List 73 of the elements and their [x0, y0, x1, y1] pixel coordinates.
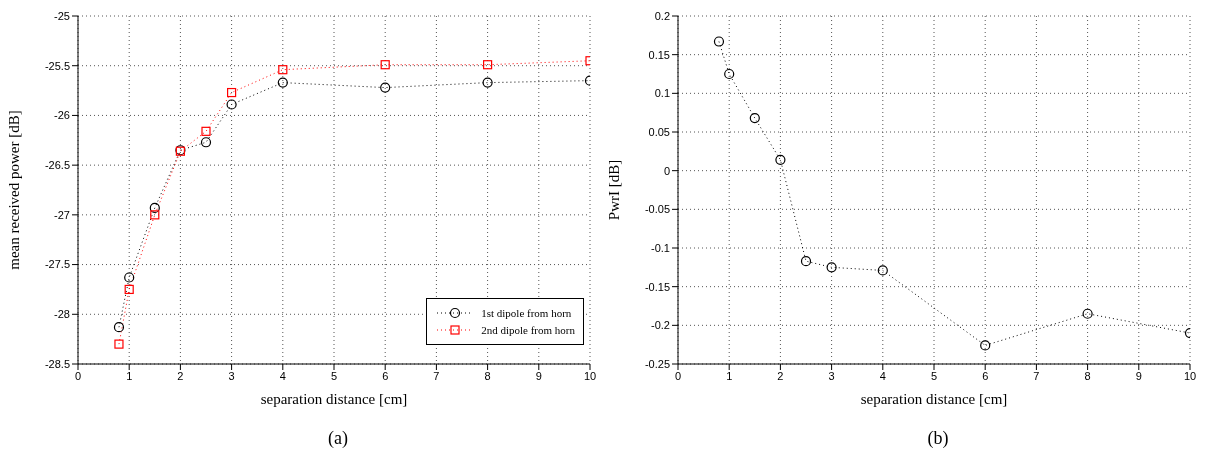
y-tick-label: -25	[54, 9, 70, 22]
x-tick-label: 3	[228, 369, 235, 382]
y-tick-label: 0.1	[654, 87, 670, 100]
y-tick-label: -0.2	[651, 319, 670, 332]
x-tick-label: 1	[126, 369, 133, 382]
point	[980, 340, 991, 351]
y-tick-label: -0.25	[644, 357, 670, 370]
point	[227, 87, 237, 98]
x-tick-label: 5	[330, 369, 338, 382]
x-axis-title: separation distance [cm]	[860, 391, 1008, 407]
x-tick-label: 9	[1135, 369, 1142, 382]
point	[149, 202, 160, 213]
text: (b)	[926, 428, 950, 449]
point	[201, 126, 211, 136]
x-tick-label: 5	[930, 369, 938, 382]
x-tick-label: 6	[982, 369, 989, 382]
y-axis-title: mean received power [dB]	[6, 110, 23, 270]
x-tick-label: 8	[484, 369, 491, 382]
y-tick-label: -27.5	[44, 258, 70, 271]
point	[724, 68, 735, 80]
point	[150, 210, 160, 220]
point	[483, 60, 493, 70]
y-tick-label: 0	[663, 164, 670, 177]
x-tick-label: 10	[583, 369, 597, 382]
point	[749, 112, 760, 124]
x-tick-label: 1	[726, 369, 733, 382]
x-tick-label: 3	[828, 369, 835, 382]
point	[226, 99, 237, 110]
point	[113, 322, 125, 333]
point	[380, 60, 390, 70]
x-tick-label: 2	[177, 369, 184, 382]
y-tick-label: -27	[54, 208, 70, 221]
point	[713, 36, 725, 47]
x-tick-label: 9	[535, 369, 542, 382]
y-tick-label: -0.15	[644, 280, 670, 293]
y-axis-title: PwrI [dB]	[606, 159, 623, 221]
point	[200, 137, 212, 148]
y-tick-label: 0.2	[654, 9, 670, 22]
point	[380, 82, 391, 93]
point	[800, 256, 812, 267]
legend-label: 1st dipole from horn	[481, 307, 572, 319]
y-tick-label: -25.5	[44, 59, 70, 72]
point	[877, 265, 888, 276]
y-tick-label: 0.15	[648, 48, 670, 61]
point	[124, 284, 134, 295]
x-tick-label: 0	[674, 369, 682, 382]
text: (a)	[327, 428, 349, 449]
x-tick-label: 8	[1084, 369, 1091, 382]
y-tick-label: 0.05	[648, 125, 670, 138]
x-tick-label: 7	[1033, 369, 1040, 382]
y-tick-label: -28.5	[44, 357, 70, 370]
point	[278, 65, 288, 75]
point	[482, 77, 493, 88]
point	[114, 339, 124, 349]
x-axis-title: separation distance [cm]	[260, 391, 408, 407]
point	[775, 154, 786, 165]
y-tick-label: -26	[54, 109, 70, 122]
x-tick-label: 10	[1183, 369, 1197, 382]
x-tick-label: 7	[433, 369, 440, 382]
y-tick-label: -0.1	[651, 241, 670, 254]
x-tick-label: 2	[777, 369, 784, 382]
legend-label: 2nd dipole from horn	[481, 324, 575, 336]
point	[277, 77, 288, 88]
x-tick-label: 6	[382, 369, 389, 382]
point	[826, 262, 837, 273]
x-tick-label: 4	[879, 369, 886, 382]
y-tick-label: -0.05	[644, 203, 670, 216]
x-tick-label: 4	[279, 369, 286, 382]
y-tick-label: -26.5	[44, 159, 70, 172]
y-tick-label: -28	[54, 308, 70, 321]
x-tick-label: 0	[74, 369, 82, 382]
point	[124, 272, 135, 283]
point	[1082, 308, 1093, 319]
